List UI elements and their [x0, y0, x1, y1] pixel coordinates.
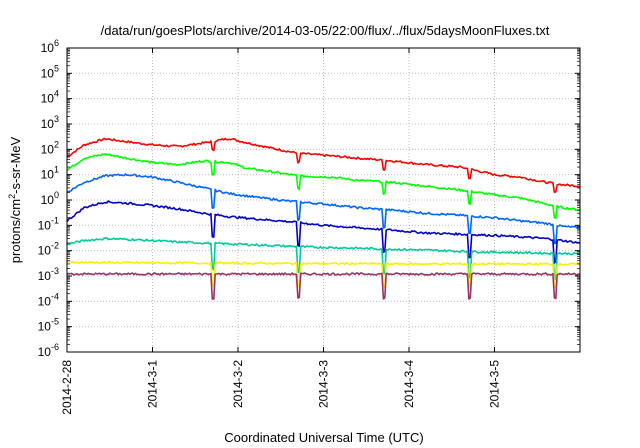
y-tick-label: 10-3 [38, 266, 59, 283]
y-tick-label: 10-5 [38, 317, 59, 334]
y-tick-label: 102 [41, 139, 59, 156]
x-tick-label: 2014-2-28 [60, 360, 74, 415]
series-line-4 [66, 200, 581, 264]
chart-title: /data/run/goesPlots/archive/2014-03-05/2… [101, 23, 550, 38]
y-axis-label-pre: protons/cm [8, 199, 23, 263]
y-axis-label-post: -s-sr-MeV [8, 136, 23, 193]
x-axis-label: Coordinated Universal Time (UTC) [224, 430, 423, 445]
series-line-2 [66, 153, 581, 220]
y-tick-label: 103 [41, 114, 59, 131]
x-tick-label: 2014-3-4 [402, 360, 416, 408]
y-axis-label-sup: 2 [7, 194, 17, 199]
series-line-7 [66, 272, 581, 300]
y-tick-label: 100 [41, 190, 59, 207]
x-tick-label: 2014-3-2 [231, 360, 245, 408]
y-axis: 106 105 104 103 102 101 100 10-1 10-2 10-3 10-4 10-… [38, 38, 580, 359]
x-axis: 2014-2-28 2014-3-1 2014-3-2 2014-3-3 2014-3-… [60, 48, 502, 415]
series-layer [66, 137, 581, 300]
y-tick-label: 104 [41, 89, 59, 106]
y-tick-label: 101 [41, 165, 59, 182]
x-tick-label: 2014-3-1 [146, 360, 160, 408]
series-line-6 [66, 260, 581, 289]
x-tick-label: 2014-3-5 [488, 360, 502, 408]
series-line-3 [66, 173, 581, 245]
x-tick-label: 2014-3-3 [317, 360, 331, 408]
y-tick-label: 10-4 [38, 291, 59, 308]
series-line-1 [66, 137, 581, 193]
grid-lines [67, 48, 580, 352]
series-line-5 [66, 237, 581, 281]
y-tick-label: 10-2 [38, 241, 59, 258]
y-tick-label: 106 [41, 38, 59, 55]
y-tick-label: 105 [41, 63, 59, 80]
y-axis-label: protons/cm2-s-sr-MeV [7, 136, 23, 263]
y-tick-label: 10-6 [38, 342, 59, 359]
y-tick-label: 10-1 [38, 215, 59, 232]
